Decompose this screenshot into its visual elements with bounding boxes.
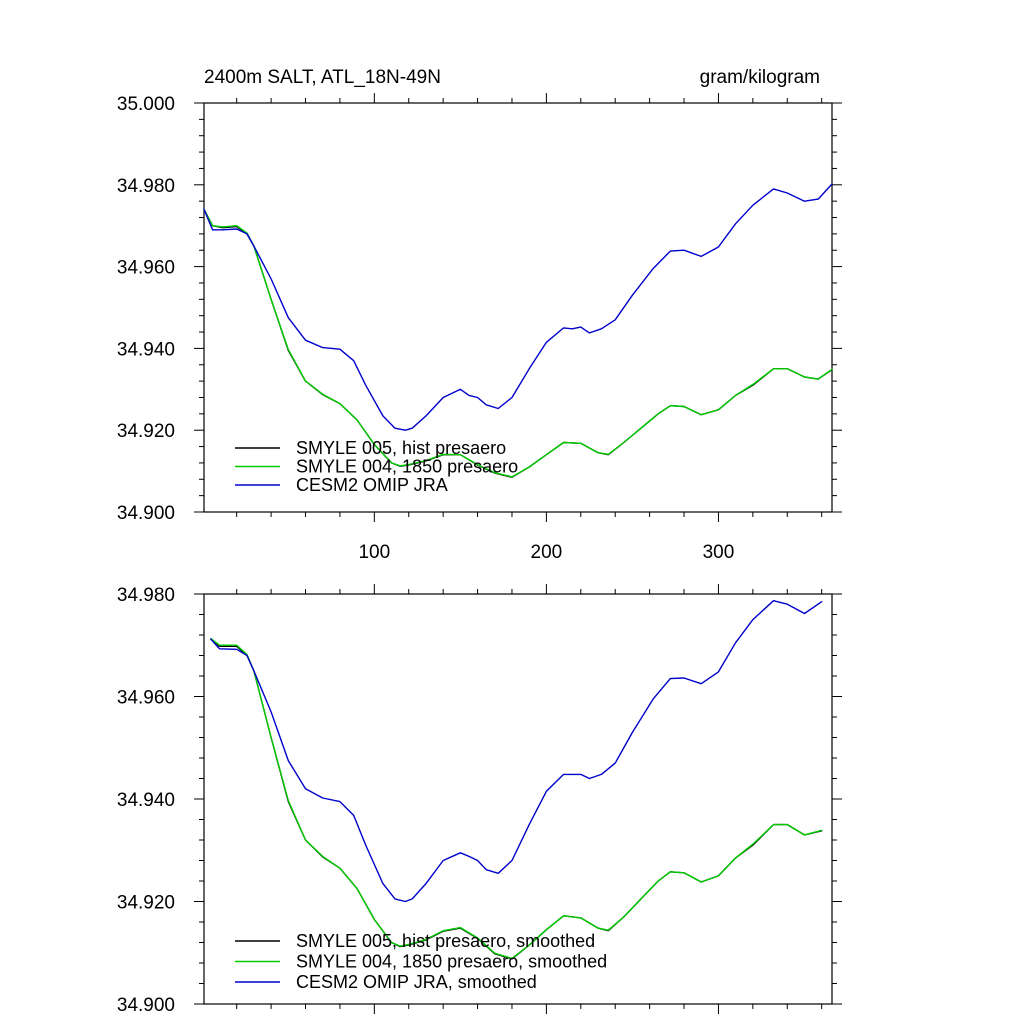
y-tick-label: 35.000 (117, 94, 175, 115)
y-tick-label: 34.960 (117, 688, 175, 709)
y-tick-label: 34.900 (117, 995, 175, 1016)
series-line (210, 638, 823, 960)
y-tick-label: 34.980 (117, 176, 175, 197)
bottom-panel: 34.900 34.920 34.940 34.960 34.980 SMYLE 005… (117, 584, 842, 1016)
x-tick-label: 200 (531, 542, 563, 563)
series-line (203, 183, 833, 431)
y-tick-label: 34.980 (117, 585, 175, 606)
series-line (210, 600, 823, 903)
units-label: gram/kilogram (700, 67, 820, 88)
y-tick-label: 34.940 (117, 339, 175, 360)
legend-label: SMYLE 005, hist presaero (296, 438, 506, 458)
series-line (210, 637, 823, 960)
y-tick-label: 34.920 (117, 893, 175, 914)
chart-title: 2400m SALT, ATL_18N-49N (204, 67, 441, 88)
legend-label: CESM2 OMIP JRA (296, 475, 448, 495)
legend-label: CESM2 OMIP JRA, smoothed (296, 972, 537, 992)
x-tick-label: 300 (703, 542, 735, 563)
top-panel: 2400m SALT, ATL_18N-49N gram/kilogram 34… (117, 67, 842, 563)
y-tick-label: 34.900 (117, 503, 175, 524)
series-line (203, 208, 833, 478)
legend-label: SMYLE 005, hist presaero, smoothed (296, 931, 595, 951)
plot-frame (203, 102, 833, 513)
y-tick-label: 34.920 (117, 421, 175, 442)
legend-label: SMYLE 004, 1850 presaero (296, 457, 518, 477)
legend-label: SMYLE 004, 1850 presaero, smoothed (296, 952, 607, 972)
series-line (203, 208, 833, 478)
x-tick-label: 100 (358, 542, 390, 563)
y-tick-label: 34.940 (117, 790, 175, 811)
y-tick-label: 34.960 (117, 258, 175, 279)
